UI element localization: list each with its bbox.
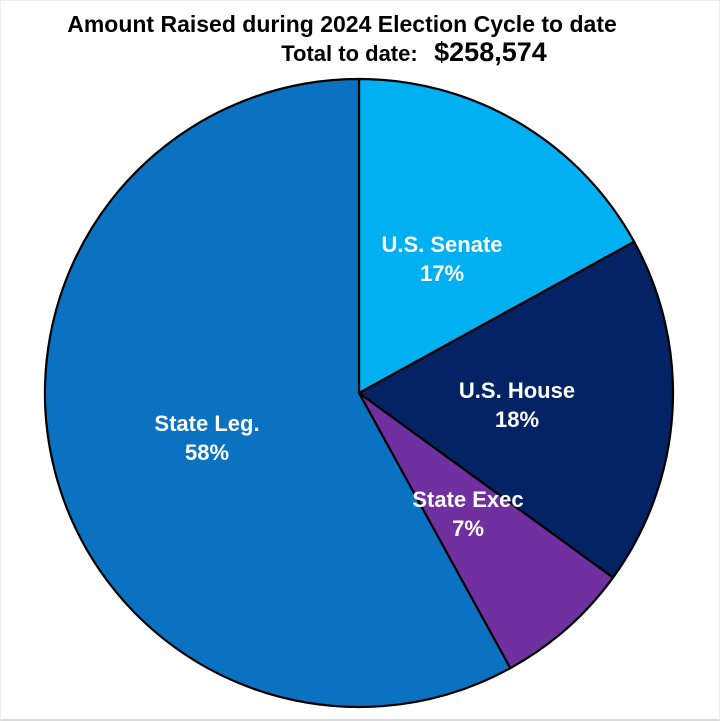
slice-label-state-exec: State Exec 7%	[412, 487, 523, 541]
pie-slice-u-s-senate	[357, 77, 636, 395]
pie-slice-state-leg	[43, 77, 512, 709]
chart-title: Amount Raised during 2024 Election Cycle…	[67, 11, 617, 37]
pie-slice-state-exec	[357, 391, 615, 670]
slice-label-state-leg: State Leg. 58%	[154, 411, 259, 465]
slice-label-u-s-senate: U.S. Senate 17%	[381, 232, 502, 286]
chart-header: Amount Raised during 2024 Election Cycle…	[1, 10, 720, 71]
total-value: $258,574	[434, 37, 547, 67]
total-label: Total to date:	[281, 41, 418, 66]
chart-subtitle: Total to date: $258,574	[54, 38, 720, 71]
slice-label-u-s-house: U.S. House 18%	[459, 378, 575, 432]
pie-slice-u-s-house	[357, 240, 675, 579]
